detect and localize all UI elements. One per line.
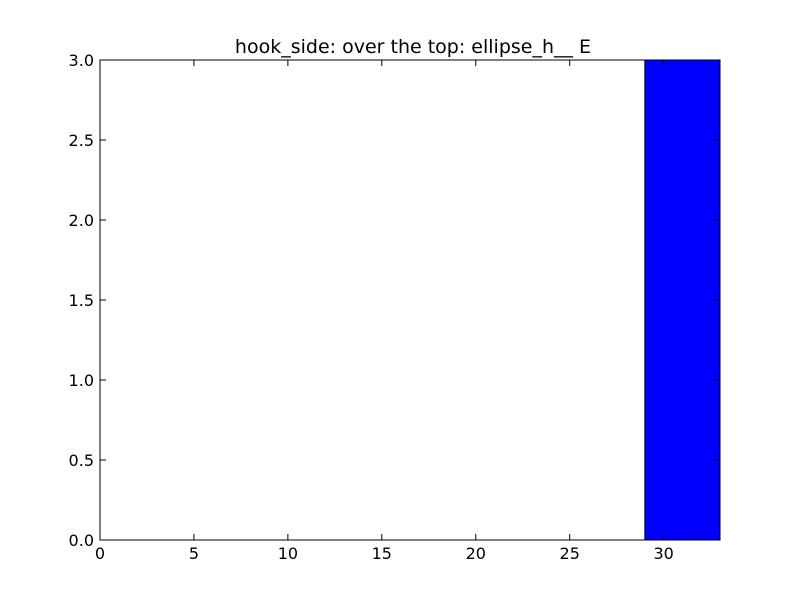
x-tick-label: 30 (653, 544, 673, 563)
y-tick-label: 1.5 (69, 291, 94, 310)
y-tick-label: 3.0 (69, 51, 94, 70)
chart-title: hook_side: over the top: ellipse_h__ E (235, 36, 591, 58)
y-tick-label: 2.0 (69, 211, 94, 230)
axis-ticks: 0 5 10 15 20 25 30 0.0 0.5 1.0 1.5 2.0 2.5 3.0 (69, 51, 720, 563)
x-tick-label: 10 (278, 544, 298, 563)
x-tick-label: 5 (189, 544, 199, 563)
bars (644, 59, 721, 541)
plot-area (100, 60, 720, 540)
x-tick-label: 20 (466, 544, 486, 563)
y-tick-label: 2.5 (69, 131, 94, 150)
y-tick-label: 1.0 (69, 371, 94, 390)
x-tick-label: 0 (95, 544, 105, 563)
x-tick-label: 25 (560, 544, 580, 563)
bar-0 (644, 59, 721, 541)
plot-frame (99, 59, 721, 541)
y-tick-label: 0.0 (69, 531, 94, 550)
y-tick-label: 0.5 (69, 451, 94, 470)
x-tick-label: 15 (372, 544, 392, 563)
